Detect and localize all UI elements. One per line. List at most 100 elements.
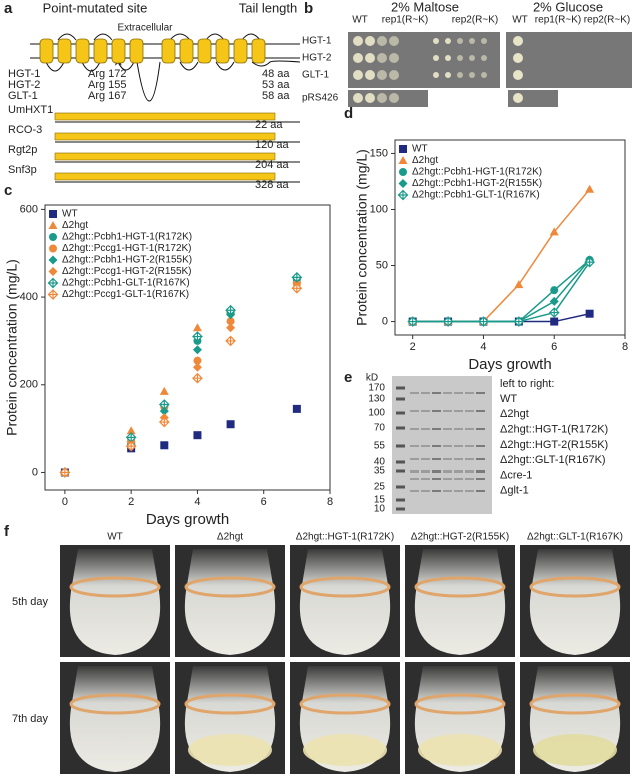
y-axis-label: Protein concentration (mg/L) [354,149,370,326]
ladder-band [396,386,405,390]
marker [158,416,170,428]
protein-name: GLT-1 [8,90,38,102]
helix [93,38,108,64]
marker [514,280,524,289]
column-header: Δ2hgt::HGT-1(R172K) [296,532,394,543]
colony-spot [389,53,399,63]
tail-length: 53 aa [262,79,290,91]
mutation-site: Arg 167 [88,90,127,102]
marker [193,431,202,440]
lane-band [432,490,441,492]
colony-spot [377,93,387,103]
y-tick-label: 50 [376,259,388,271]
flask-rim [184,693,276,715]
y-tick-label: 0 [382,315,388,327]
tail-length: 48 aa [262,68,290,80]
colony-spot [457,55,463,61]
y-axis-label: Protein concentration (mg/L) [4,259,20,436]
marker [192,323,202,332]
helix [251,38,266,64]
x-tick-label: 4 [194,496,200,508]
plot-frame [394,139,626,336]
colony-spot [433,72,439,78]
legend-label: WT [412,144,428,155]
colony-spot [513,93,523,103]
tail-bar [54,112,276,121]
loop [57,33,261,41]
condition: 2% Maltose [391,0,459,14]
legend-marker [49,244,57,253]
caption: left to right: [500,378,554,390]
legend-marker [49,210,57,218]
y-tick-label: 400 [20,291,38,303]
flask-rim [414,576,506,598]
marker [159,386,169,395]
column-header: rep2(R~K) [452,15,498,26]
x-axis-label: Days growth [146,511,229,528]
colony-spot [433,38,439,44]
lane-band [465,410,474,412]
marker [158,399,170,410]
marker [550,286,559,295]
legend-marker [47,289,59,300]
ladder-band [396,397,405,401]
flask-rim [299,576,391,598]
lane-label: Δcre-1 [500,469,532,481]
lane-band [454,490,463,492]
lane-band [465,458,474,460]
flask-rim [529,693,621,715]
marker [225,304,236,316]
marker [550,317,559,326]
lane-label: Δglt-1 [500,485,529,497]
lane-band [421,470,430,473]
legend-marker [398,179,408,188]
marker [585,184,595,193]
marker [513,316,525,327]
lane-band [465,490,474,492]
colony-spot [457,38,463,44]
colony-spot [481,72,487,78]
marker [159,406,169,416]
lane-band [465,392,474,394]
gel [392,376,492,514]
legend-label: Δ2hgt [62,220,88,231]
marker [192,372,203,384]
lane-label: Δ2hgt [500,408,529,420]
helix [75,38,90,64]
legend-label: Δ2hgt [412,155,438,166]
panel-label: b [304,0,313,17]
ladder-band [396,460,405,464]
x-tick-label: 2 [410,341,416,353]
lane-band [465,445,474,447]
lane-band [432,470,441,473]
flask [414,549,506,655]
extracellular-label: Extracellular [117,23,173,34]
marker [193,356,202,365]
lane-band [421,490,430,492]
marker [291,282,303,294]
protein-name: HGT-1 [8,68,40,80]
lane-band [432,392,441,394]
lane-band [410,410,419,412]
ladder-label: 15 [374,495,386,506]
marker [585,309,594,318]
column-header: rep1(R~K) [382,15,428,26]
lane-band [421,392,430,394]
row-label: HGT-1 [302,36,332,47]
y-tick-label: 600 [20,203,38,215]
mycelium [188,734,272,766]
x-tick-label: 4 [480,341,486,353]
ladder-label: 70 [374,423,386,434]
colony-spot [353,53,363,63]
lane-band [454,410,463,412]
lane-band [410,445,419,447]
legend-label: Δ2hgt::Pcbh1-GLT-1(R167K) [62,278,190,289]
column-header: WT [512,15,528,26]
column-header: Δ2hgt::GLT-1(R167K) [527,532,623,543]
legend-label: Δ2hgt::Pcbh1-HGT-2(R155K) [412,178,542,189]
protein-name: Rgt2p [8,144,37,156]
x-tick-label: 0 [62,496,68,508]
colony-spot [433,55,439,61]
mycelium [418,734,502,766]
